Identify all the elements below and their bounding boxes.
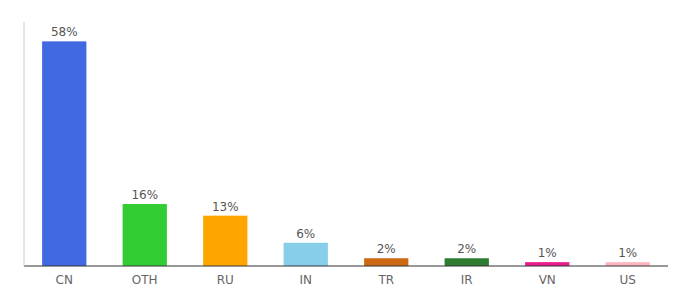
data-label: 2% [377, 242, 396, 256]
x-tick-label: RU [217, 273, 234, 287]
data-label: 1% [618, 246, 637, 260]
x-tick-label: OTH [132, 273, 158, 287]
bar [42, 41, 86, 266]
x-tick-label: IN [299, 273, 312, 287]
x-tick-label: CN [56, 273, 73, 287]
bar [364, 258, 408, 266]
data-label: 16% [131, 188, 158, 202]
chart: CN OTH RU IN TR IR VN US 58% 16% 13% 6% 2% 2% 1% 1% [0, 0, 680, 300]
data-label: 1% [538, 246, 557, 260]
bar [445, 258, 489, 266]
x-tick-label: US [620, 273, 636, 287]
bar [525, 262, 569, 266]
data-label: 13% [212, 200, 239, 214]
bar [123, 204, 167, 266]
bar [284, 243, 328, 266]
data-label: 2% [457, 242, 476, 256]
x-tick-label: IR [461, 273, 473, 287]
x-tick-label: TR [377, 273, 394, 287]
bars [42, 41, 650, 266]
y-axis-line [24, 22, 25, 266]
bar [606, 262, 650, 266]
x-axis-line [24, 266, 668, 267]
data-label: 58% [51, 25, 78, 39]
bar [203, 216, 247, 266]
x-tick-label: VN [539, 273, 556, 287]
data-label: 6% [296, 227, 315, 241]
chart-container: CN OTH RU IN TR IR VN US 58% 16% 13% 6% 2% 2% 1% 1% [0, 0, 680, 300]
